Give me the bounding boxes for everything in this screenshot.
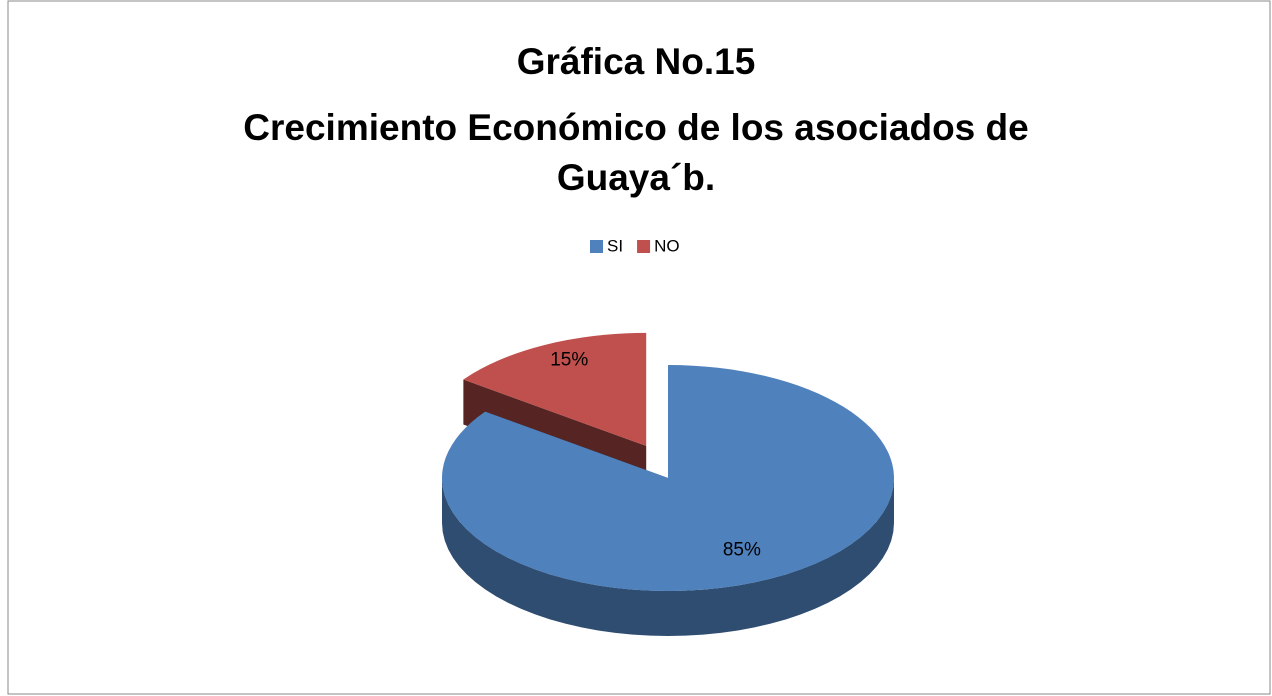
slice-side [442, 478, 894, 636]
chart-title: Gráfica No.15 [517, 41, 756, 82]
legend-swatch [637, 240, 651, 253]
data-label: 15% [550, 349, 588, 370]
slice [463, 332, 647, 446]
data-label: 85% [723, 540, 761, 561]
legend-label: SI [607, 236, 623, 255]
chart-title: Crecimiento Económico de los asociados d… [243, 107, 1028, 148]
slice [442, 365, 895, 591]
legend-label: NO [654, 236, 680, 255]
chart-title: Guaya´b. [557, 157, 715, 198]
legend-swatch [590, 240, 603, 253]
